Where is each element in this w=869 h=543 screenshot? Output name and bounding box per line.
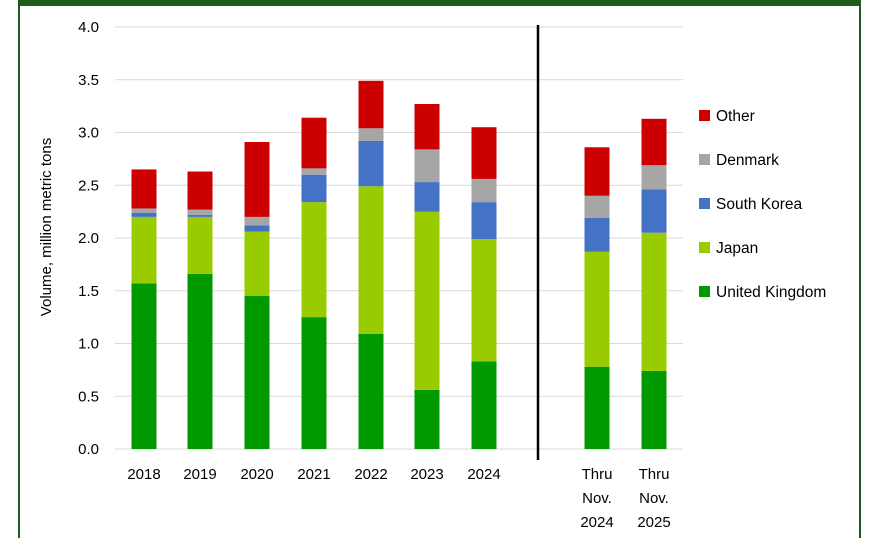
bar-segment bbox=[301, 168, 327, 175]
bar-segment bbox=[244, 216, 270, 226]
bar-segment bbox=[584, 366, 610, 449]
bar-segment bbox=[244, 296, 270, 449]
bar-segment bbox=[414, 211, 440, 390]
x-tick-label: 2024 bbox=[467, 466, 500, 483]
bar-segment bbox=[301, 317, 327, 449]
x-tick-label: 2019 bbox=[183, 466, 216, 483]
legend-label: Other bbox=[716, 108, 755, 125]
bar-segment bbox=[414, 104, 440, 150]
x-tick-label: Nov. bbox=[639, 490, 669, 507]
bar-segment bbox=[414, 389, 440, 449]
legend-label: United Kingdom bbox=[716, 284, 826, 301]
bar-segment bbox=[584, 217, 610, 252]
bar-segment bbox=[641, 118, 667, 166]
bar-segment bbox=[641, 370, 667, 449]
bar-segment bbox=[471, 239, 497, 362]
legend-swatch bbox=[699, 242, 710, 253]
bar-segment bbox=[244, 225, 270, 232]
x-tick-label: 2022 bbox=[354, 466, 387, 483]
x-tick-label: Nov. bbox=[582, 490, 612, 507]
bar-segment bbox=[471, 361, 497, 449]
header-bar bbox=[18, 0, 861, 6]
legend-swatch bbox=[699, 154, 710, 165]
y-tick-label: 4.0 bbox=[78, 19, 99, 36]
bar-segment bbox=[641, 232, 667, 371]
bar-segment bbox=[358, 334, 384, 449]
bars bbox=[131, 80, 667, 449]
x-tick-label: 2018 bbox=[127, 466, 160, 483]
bar-segment bbox=[244, 231, 270, 297]
x-tick-label: 2024 bbox=[580, 514, 613, 531]
bar-segment bbox=[358, 140, 384, 187]
x-tick-label: Thru bbox=[639, 466, 670, 483]
bar-segment bbox=[187, 209, 213, 215]
bar-segment bbox=[414, 149, 440, 183]
bar-segment bbox=[131, 216, 157, 284]
y-tick-label: 3.5 bbox=[78, 72, 99, 89]
bar-segment bbox=[358, 186, 384, 335]
y-tick-label: 1.0 bbox=[78, 336, 99, 353]
bar-segment bbox=[471, 178, 497, 203]
bar-segment bbox=[358, 128, 384, 141]
legend-swatch bbox=[699, 286, 710, 297]
bar-segment bbox=[187, 273, 213, 449]
bar-segment bbox=[187, 171, 213, 210]
bar-segment bbox=[301, 117, 327, 169]
bar-segment bbox=[301, 174, 327, 203]
bar-segment bbox=[301, 202, 327, 318]
bar-segment bbox=[471, 127, 497, 179]
legend-label: Denmark bbox=[716, 152, 779, 169]
y-tick-label: 1.5 bbox=[78, 283, 99, 300]
legend-label: South Korea bbox=[716, 196, 803, 213]
bar-segment bbox=[131, 283, 157, 449]
y-tick-label: 2.0 bbox=[78, 230, 99, 247]
y-tick-label: 2.5 bbox=[78, 177, 99, 194]
bar-segment bbox=[187, 214, 213, 217]
bar-segment bbox=[414, 182, 440, 212]
x-tick-label: 2021 bbox=[297, 466, 330, 483]
bar-segment bbox=[131, 212, 157, 217]
bar-segment bbox=[471, 202, 497, 240]
legend-label: Japan bbox=[716, 240, 758, 257]
legend-swatch bbox=[699, 110, 710, 121]
x-tick-label: Thru bbox=[582, 466, 613, 483]
bar-segment bbox=[244, 141, 270, 217]
bar-segment bbox=[584, 195, 610, 218]
bar-segment bbox=[131, 208, 157, 213]
bar-segment bbox=[641, 165, 667, 190]
bar-segment bbox=[187, 216, 213, 274]
legend-swatch bbox=[699, 198, 710, 209]
x-tick-label: 2025 bbox=[637, 514, 670, 531]
y-axis-ticks: 0.0 0.5 1.0 1.5 2.0 2.5 3.0 3.5 4.0 bbox=[78, 19, 99, 458]
y-tick-label: 0.0 bbox=[78, 441, 99, 458]
bar-segment bbox=[131, 169, 157, 209]
y-tick-label: 0.5 bbox=[78, 388, 99, 405]
bar-segment bbox=[358, 80, 384, 129]
bar-segment bbox=[641, 189, 667, 233]
y-tick-label: 3.0 bbox=[78, 125, 99, 142]
bar-segment bbox=[584, 147, 610, 196]
bar-segment bbox=[584, 251, 610, 367]
x-tick-label: 2020 bbox=[240, 466, 273, 483]
legend: Other Denmark South Korea Japan United Kingd… bbox=[699, 108, 826, 301]
x-tick-label: 2023 bbox=[410, 466, 443, 483]
x-axis-labels: 2018 2019 2020 2021 2022 2023 2024 Thru Nov. 2024… bbox=[127, 466, 670, 531]
y-axis-label: Volume, million metric tons bbox=[38, 138, 55, 316]
